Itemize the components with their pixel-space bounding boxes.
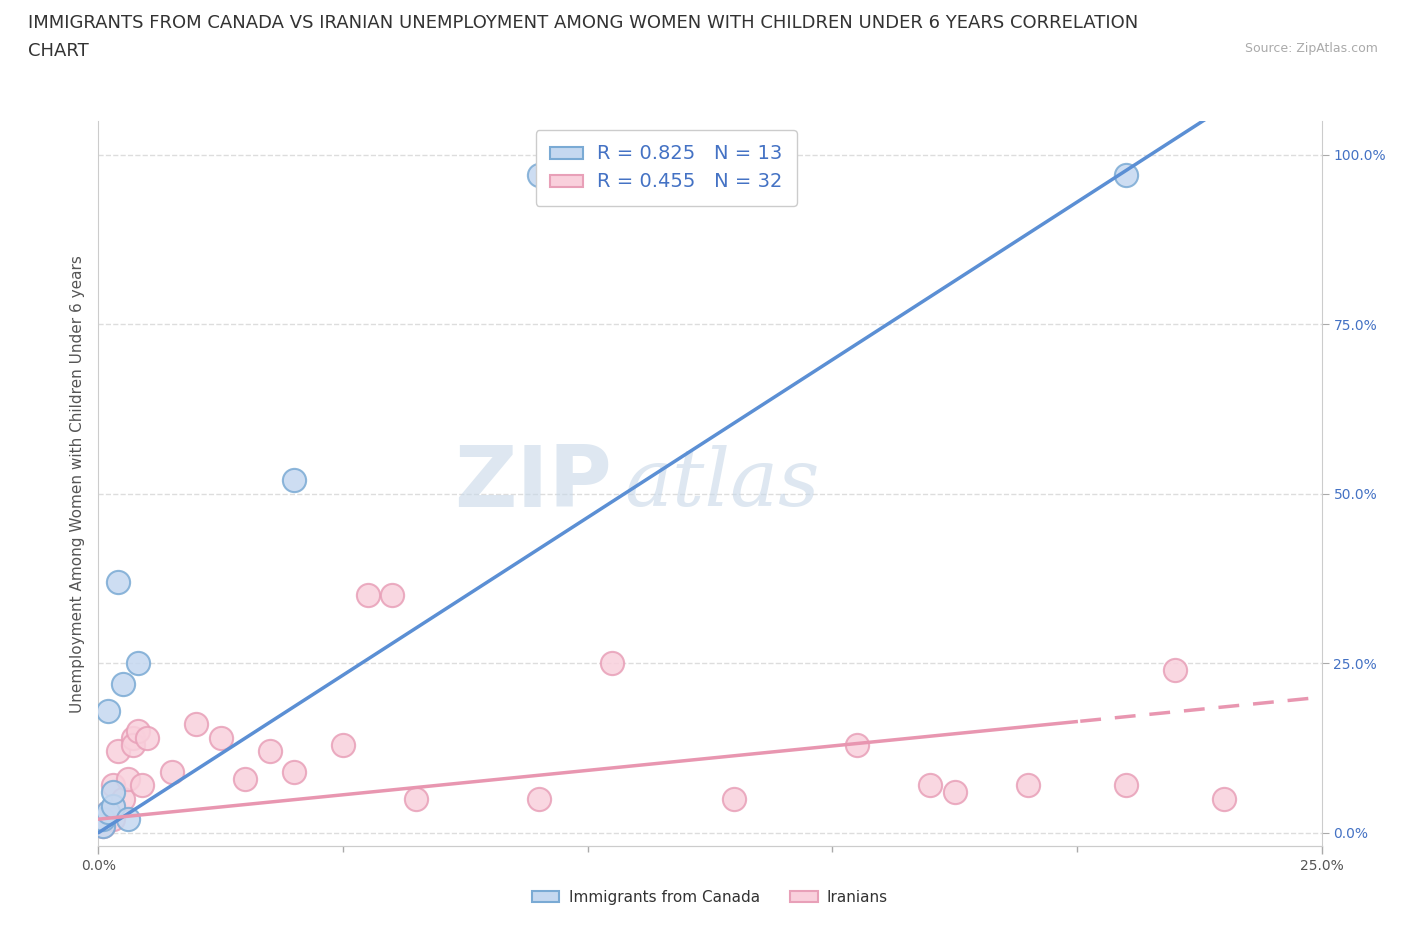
Point bbox=[131, 777, 153, 792]
Point bbox=[527, 167, 550, 182]
Point bbox=[356, 588, 378, 603]
Point bbox=[405, 791, 427, 806]
Point bbox=[97, 805, 120, 820]
Point bbox=[107, 744, 129, 759]
Point bbox=[1115, 167, 1137, 182]
Point bbox=[600, 656, 623, 671]
Point bbox=[136, 730, 159, 745]
Point bbox=[845, 737, 868, 752]
Point bbox=[117, 812, 139, 827]
Point bbox=[97, 703, 120, 718]
Point bbox=[1212, 791, 1234, 806]
Point bbox=[101, 785, 124, 800]
Text: Source: ZipAtlas.com: Source: ZipAtlas.com bbox=[1244, 42, 1378, 55]
Point bbox=[91, 818, 114, 833]
Text: atlas: atlas bbox=[624, 445, 820, 523]
Point bbox=[943, 785, 966, 800]
Point bbox=[107, 575, 129, 590]
Point bbox=[920, 777, 942, 792]
Point bbox=[283, 764, 305, 779]
Point bbox=[127, 656, 149, 671]
Text: ZIP: ZIP bbox=[454, 442, 612, 525]
Point bbox=[259, 744, 281, 759]
Point bbox=[121, 730, 143, 745]
Point bbox=[91, 812, 114, 827]
Point bbox=[101, 798, 124, 813]
Legend: Immigrants from Canada, Iranians: Immigrants from Canada, Iranians bbox=[526, 884, 894, 911]
Point bbox=[527, 791, 550, 806]
Point bbox=[381, 588, 404, 603]
Point bbox=[111, 676, 134, 691]
Point bbox=[117, 771, 139, 786]
Point bbox=[233, 771, 256, 786]
Point bbox=[209, 730, 232, 745]
Text: IMMIGRANTS FROM CANADA VS IRANIAN UNEMPLOYMENT AMONG WOMEN WITH CHILDREN UNDER 6: IMMIGRANTS FROM CANADA VS IRANIAN UNEMPL… bbox=[28, 14, 1139, 32]
Point bbox=[91, 818, 114, 833]
Point bbox=[101, 777, 124, 792]
Point bbox=[1115, 777, 1137, 792]
Point bbox=[283, 472, 305, 487]
Point bbox=[332, 737, 354, 752]
Point bbox=[160, 764, 183, 779]
Y-axis label: Unemployment Among Women with Children Under 6 years: Unemployment Among Women with Children U… bbox=[69, 255, 84, 712]
Text: CHART: CHART bbox=[28, 42, 89, 60]
Point bbox=[723, 791, 745, 806]
Point bbox=[111, 791, 134, 806]
Point bbox=[101, 812, 124, 827]
Point bbox=[186, 717, 208, 732]
Point bbox=[1164, 662, 1187, 677]
Point bbox=[127, 724, 149, 738]
Point bbox=[121, 737, 143, 752]
Point bbox=[97, 805, 120, 820]
Point bbox=[1017, 777, 1039, 792]
